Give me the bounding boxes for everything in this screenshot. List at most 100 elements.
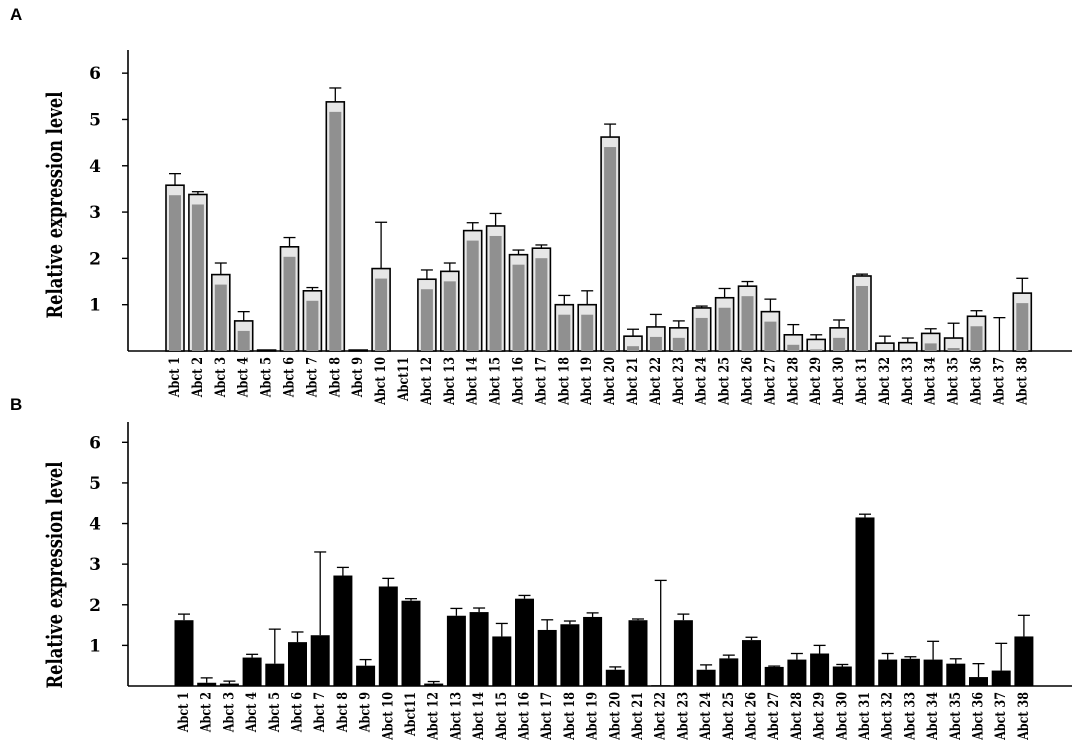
panel-a-x-tick-label: Abct 17 [532, 357, 549, 406]
panel-a-bar-fill [947, 348, 960, 351]
panel-a-x-tick-label: Abct 14 [463, 357, 480, 406]
panel-b-x-tick-label: Abct 23 [674, 692, 691, 741]
panel-b-bar [560, 624, 580, 686]
panel-a-bar-fill [787, 344, 800, 351]
panel-b-error-bar [700, 664, 713, 670]
panel-b-x-tick-label: Abct 8 [334, 692, 351, 733]
panel-a-bar-fill [764, 321, 777, 351]
panel-b-bar [378, 586, 398, 686]
panel-a-error-bar [878, 335, 891, 344]
panel-a-x-tick-label: Abct 5 [257, 357, 274, 398]
panel-b-error-bar [291, 631, 304, 643]
panel-a-x-tick-label: Abct 33 [899, 357, 916, 406]
panel-b-error-bar [518, 594, 531, 599]
panel-b-error-bar [1017, 614, 1030, 637]
panel-b-error-bar [563, 620, 576, 625]
panel-a-error-bar [856, 273, 868, 276]
panel-a-error-bar [833, 319, 846, 328]
panel-b-x-tick-label: Abct 3 [220, 692, 237, 733]
panel-b-error-bar [382, 577, 395, 587]
panel-b-x-tick-label: Abct 19 [583, 692, 600, 741]
panel-b-x-ticks: Abct 1 Abct 2 Abct 3 Abct 4 Abct 5 Abct 6 Abct… [175, 692, 1031, 741]
panel-a-x-tick-label: Abct 19 [578, 357, 595, 406]
panel-a-letter: A [10, 5, 22, 24]
panel-a-bar-fill [627, 346, 639, 351]
panel-a-x-tick-label: Abct 13 [441, 357, 458, 406]
panel-b-bar [446, 615, 466, 686]
panel-a-x-tick-label: Abct 28 [784, 357, 801, 406]
panel-a-bar-fill [695, 317, 708, 351]
panel-b-x-tick-label: Abct 18 [561, 692, 578, 741]
panel-a-error-bar [901, 337, 914, 343]
panel-b-error-bar [541, 619, 554, 630]
panel-b-error-bar [768, 665, 781, 667]
panel-b-y-axis-label: Relative expression level [43, 462, 68, 689]
panel-a-x-tick-label: Abct 2 [189, 357, 206, 398]
panel-b-x-tick-label: Abct 38 [1015, 692, 1032, 741]
panel-a-error-bar [214, 262, 227, 275]
panel-a-x-tick-label: Abct 8 [326, 357, 343, 398]
panel-b-bar [219, 683, 239, 686]
panel-a-bar-fill [283, 256, 296, 351]
panel-b-x-tick-label: Abct 22 [651, 692, 668, 741]
panel-b-error-bar [745, 636, 758, 641]
panel-a-bar-fill [306, 300, 319, 351]
panel-b-error-bar [972, 663, 985, 678]
panel-a-error-bar [375, 221, 388, 269]
panel-a-x-tick-label: Abct 36 [967, 357, 984, 406]
panel-a-x-tick-label: Abct 30 [830, 357, 847, 406]
panel-b-bar [469, 612, 489, 686]
panel-b-error-bar [632, 618, 644, 621]
panel-b-bar [242, 657, 262, 686]
panel-a-bar-fill [329, 111, 342, 351]
panel-b-error-bar [314, 551, 327, 636]
panel-b-x-tick-label: Abct 9 [356, 692, 373, 733]
panel-b-error-bar [609, 666, 622, 670]
panel-b-bar [878, 659, 898, 686]
panel-b-bar [174, 620, 194, 686]
panel-a-bar-fill [466, 240, 479, 351]
panel-a-x-tick-label: Abct 4 [234, 357, 251, 398]
panel-b-bar [900, 658, 920, 686]
panel-a-bar-fill [672, 337, 685, 351]
panel-a-error-bars [169, 87, 1029, 351]
panel-b-x-tick-label: Abct 7 [311, 692, 328, 733]
panel-b-y-tick-label: 4 [89, 515, 101, 535]
panel-b-x-tick-label: Abct 27 [765, 692, 782, 741]
panel-b-bar [673, 620, 693, 686]
panel-a-bar-fill [512, 264, 525, 351]
panel-a-x-tick-label: Abct 29 [807, 357, 824, 406]
panel-a-x-tick-label: Abct 9 [349, 357, 366, 398]
panel-a-error-bar [718, 287, 731, 298]
panel-a-error-bar [970, 310, 983, 317]
panel-b-x-tick-label: Abct 21 [629, 692, 646, 741]
panel-a-y-tick-label: 2 [89, 249, 101, 269]
panel-a-x-tick-label: Abct 38 [1013, 357, 1030, 406]
panel-b-bar [923, 659, 943, 686]
panel-b-x-tick-label: Abct 5 [266, 692, 283, 733]
panel-b-x-tick-label: Abct 29 [810, 692, 827, 741]
panel-b-y-tick-label: 6 [89, 433, 101, 453]
panel-b-bar [265, 663, 285, 686]
panel-a-error-bar [649, 313, 662, 327]
panel-b-bar [764, 666, 784, 686]
panel-b-error-bar [813, 644, 826, 654]
panel-a-x-tick-label: Abct 20 [601, 357, 618, 406]
panel-a-x-tick-label: Abct 22 [647, 357, 664, 406]
panel-a-error-bar [581, 290, 594, 305]
panel-a-x-tick-label: Abct 12 [418, 357, 435, 406]
panel-b-bar [333, 575, 353, 686]
panel-a-bar-fill [420, 289, 433, 351]
panel-a-error-bar [466, 222, 479, 231]
panel-b-error-bar [949, 658, 962, 664]
panel-b-y-tick-label: 1 [89, 636, 101, 656]
panel-a-error-bar [604, 123, 617, 138]
panel-b-y-tick-label: 3 [89, 555, 101, 575]
panel-b-bar [583, 616, 603, 686]
panel-a-bar [256, 349, 277, 352]
panel-a-x-tick-label: Abct 37 [990, 357, 1007, 406]
panel-a-axes [127, 50, 1072, 352]
panel-b-error-bar [178, 613, 190, 621]
panel-b-error-bar [881, 652, 894, 660]
